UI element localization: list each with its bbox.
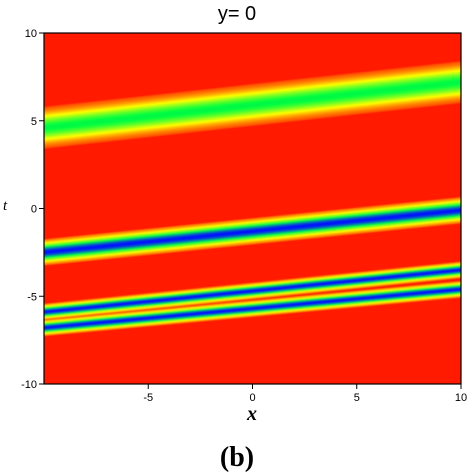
x-tick-label: 10 <box>455 392 467 404</box>
heatmap-band <box>44 261 461 321</box>
y-tick-label: -5 <box>27 291 37 303</box>
x-axis: -5 0 5 10 <box>143 384 467 404</box>
y-tick-label: 0 <box>31 204 37 216</box>
heatmap-band <box>44 61 461 149</box>
heatmap-bands <box>44 61 461 337</box>
x-axis-label: x <box>246 403 257 425</box>
heatmap-band <box>44 280 461 337</box>
x-tick-label: 5 <box>354 392 360 404</box>
x-tick-label: 0 <box>249 392 255 404</box>
y-axis: 10 5 0 -5 -10 <box>21 28 44 391</box>
band-stripe <box>44 289 461 329</box>
y-tick-label: 10 <box>25 28 37 40</box>
y-axis-label: t <box>3 198 8 214</box>
figure-caption: (b) <box>220 442 254 473</box>
y-tick-label: -10 <box>21 379 37 391</box>
heatmap-band <box>44 197 461 266</box>
x-tick-label: -5 <box>143 392 153 404</box>
band-stripe <box>44 209 461 253</box>
band-stripe <box>44 82 461 128</box>
chart-title: y= 0 <box>218 3 256 25</box>
y-tick-label: 5 <box>31 116 37 128</box>
band-stripe <box>44 269 461 313</box>
band-stripe <box>44 81 461 129</box>
